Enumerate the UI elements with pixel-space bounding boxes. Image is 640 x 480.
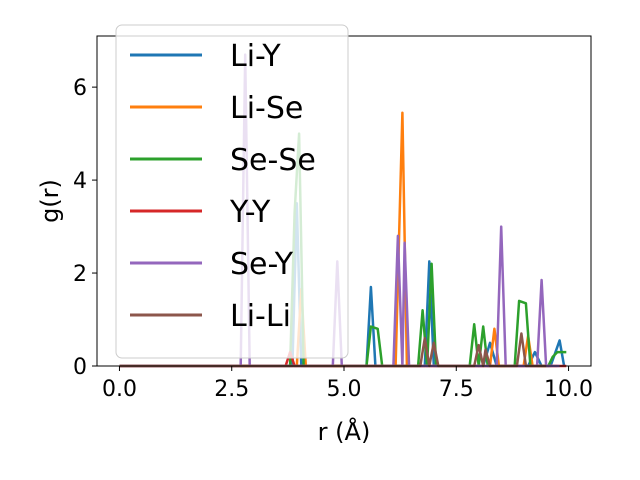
x-tick-label: 5.0 xyxy=(327,377,362,402)
legend-label-y-y: Y-Y xyxy=(229,195,271,230)
x-tick-label: 10.0 xyxy=(544,377,593,402)
x-tick-label: 0.0 xyxy=(102,377,137,402)
x-tick-label: 2.5 xyxy=(214,377,249,402)
y-tick-label: 4 xyxy=(73,169,87,194)
y-axis-label: g(r) xyxy=(36,179,64,223)
x-tick-label: 7.5 xyxy=(439,377,474,402)
series-line-li-li xyxy=(119,332,547,368)
legend-label-se-se: Se-Se xyxy=(230,143,316,178)
legend-label-li-se: Li-Se xyxy=(230,91,303,126)
legend-label-se-y: Se-Y xyxy=(230,247,294,282)
legend-label-li-li: Li-Li xyxy=(230,299,291,334)
legend: Li-Y Li-Se Se-Se Y-Y Se-Y Li-Li xyxy=(115,24,349,359)
y-tick-label: 2 xyxy=(73,262,87,287)
y-tick-label: 0 xyxy=(73,355,87,380)
y-tick-label: 6 xyxy=(73,76,87,101)
legend-label-li-y: Li-Y xyxy=(230,39,281,74)
x-axis-label: r (Å) xyxy=(318,417,371,446)
y-axis: 0 2 4 6 xyxy=(73,76,97,380)
x-axis: 0.0 2.5 5.0 7.5 10.0 xyxy=(102,366,593,402)
